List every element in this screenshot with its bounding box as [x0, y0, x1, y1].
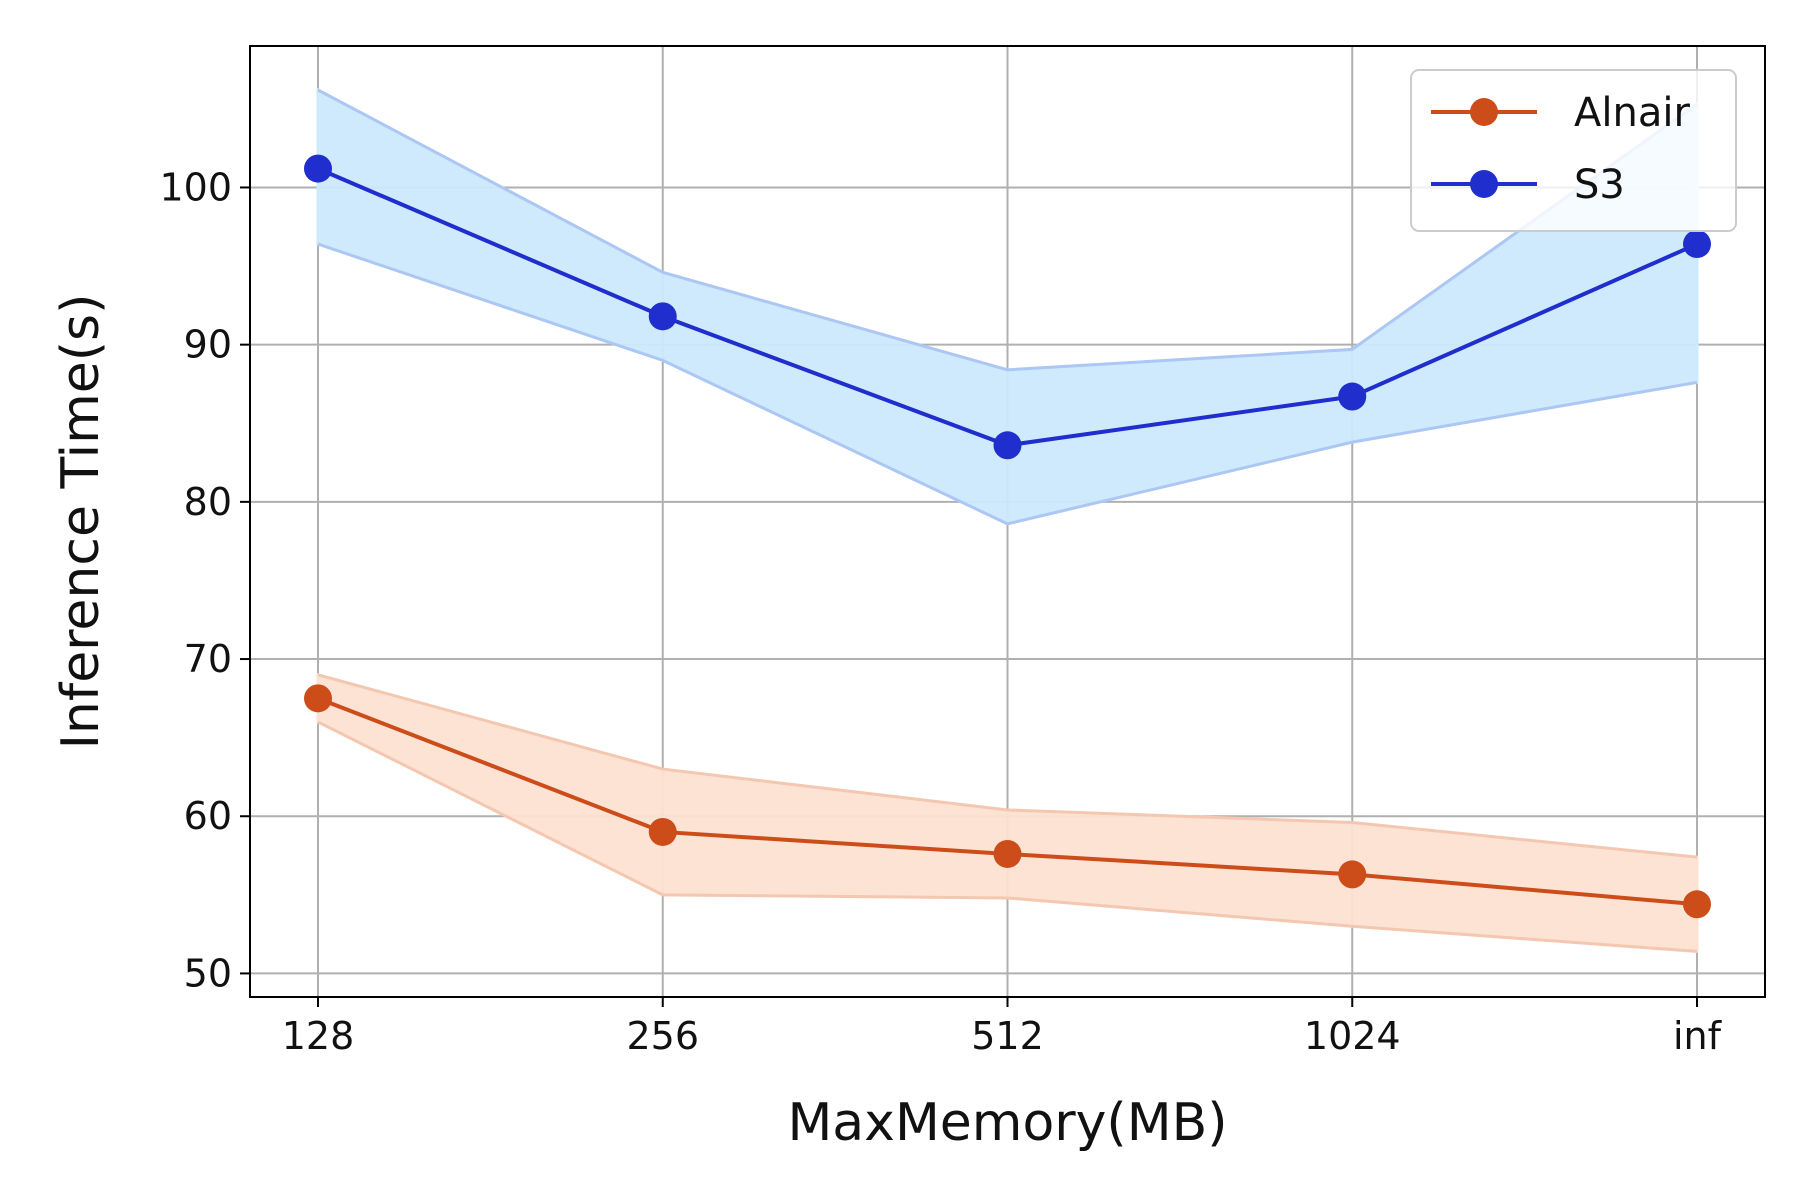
s3-point	[1683, 230, 1711, 259]
x-tick-label: 256	[626, 1014, 699, 1058]
legend-s3-marker	[1470, 170, 1498, 198]
s3-band	[316, 87, 1699, 526]
y-tick-label: 50	[184, 951, 232, 995]
alnair-point	[1683, 890, 1711, 919]
x-tick-label: 512	[971, 1014, 1044, 1058]
s3-point	[993, 431, 1022, 460]
s3-point	[304, 154, 332, 183]
alnair-point	[304, 684, 332, 713]
legend-s3-label: S3	[1574, 162, 1625, 208]
series-markers	[304, 154, 1711, 919]
s3-band-edge	[317, 88, 1698, 372]
s3-point	[648, 302, 677, 331]
x-axis-label: MaxMemory(MB)	[787, 1093, 1227, 1153]
y-tick-label: 70	[184, 637, 232, 681]
alnair-band-edge	[317, 673, 1698, 859]
y-tick-label: 60	[184, 794, 232, 838]
alnair-point	[993, 839, 1022, 868]
axis-ticks: 128 256 512 1024 inf 50 60 70 80 90 100	[159, 165, 1722, 1058]
y-tick-label: 80	[184, 480, 232, 524]
alnair-band-edge	[317, 720, 1698, 953]
alnair-point	[1338, 860, 1367, 889]
y-tick-label: 100	[159, 165, 232, 209]
alnair-point	[648, 817, 677, 846]
legend-alnair-marker	[1470, 98, 1498, 126]
x-tick-label: 128	[282, 1014, 355, 1058]
y-axis-label: Inference Time(s)	[51, 294, 111, 750]
x-tick-label: inf	[1673, 1014, 1723, 1058]
legend: Alnair S3	[1410, 69, 1737, 232]
y-tick-label: 90	[184, 323, 232, 367]
s3-band-edge	[317, 242, 1698, 526]
legend-alnair-label: Alnair	[1574, 90, 1690, 136]
x-tick-label: 1024	[1304, 1014, 1401, 1058]
s3-point	[1338, 382, 1367, 411]
